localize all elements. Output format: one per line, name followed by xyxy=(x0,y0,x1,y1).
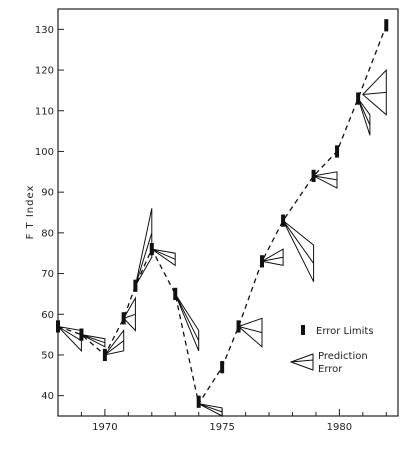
legend-error-limits-swatch xyxy=(301,325,305,335)
x-tick-label: 1970 xyxy=(92,422,117,433)
error-limit-bar xyxy=(79,328,84,341)
prediction-error-triangle xyxy=(362,68,387,116)
y-tick-label: 60 xyxy=(41,310,54,321)
prediction-error-triangles xyxy=(56,68,387,417)
error-limit-bar xyxy=(173,287,178,301)
error-limit-bar xyxy=(384,19,389,32)
y-tick-label: 100 xyxy=(35,147,54,158)
y-tick-label: 50 xyxy=(41,350,54,361)
ft-index-series-line xyxy=(57,25,387,406)
prediction-error-triangle xyxy=(260,248,284,267)
y-tick-label: 90 xyxy=(41,188,54,199)
error-limit-bar xyxy=(335,145,340,158)
error-limit-bars xyxy=(56,19,389,408)
legend-prediction-error-label-2: Error xyxy=(318,364,343,375)
error-limit-bar xyxy=(102,348,107,362)
error-limit-bar xyxy=(260,255,264,268)
prediction-error-triangle xyxy=(312,171,338,189)
y-tick-label: 80 xyxy=(41,228,54,239)
y-tick-label: 120 xyxy=(35,66,54,77)
y-axis-label: F T Index xyxy=(25,185,36,240)
y-tick-label: 110 xyxy=(35,106,54,117)
prediction-error-triangle xyxy=(151,248,176,267)
plot-frame xyxy=(57,8,399,417)
legend-error-limits-label: Error Limits xyxy=(316,326,374,337)
y-axis: 40 50 60 70 80 90 100 110 120 130 xyxy=(35,25,64,402)
error-limit-bar xyxy=(311,169,316,182)
error-limit-bar xyxy=(281,214,286,227)
y-tick-label: 70 xyxy=(41,269,54,280)
error-limit-bar xyxy=(149,243,154,256)
error-limit-bar xyxy=(56,320,60,333)
prediction-error-triangle xyxy=(282,220,315,282)
error-limit-bar xyxy=(121,312,126,325)
prediction-error-triangle xyxy=(174,293,200,352)
error-limit-bar xyxy=(220,361,225,374)
x-tick-label: 1980 xyxy=(327,422,352,433)
prediction-error-triangle xyxy=(134,208,153,287)
prediction-error-triangle xyxy=(103,329,125,356)
legend: Error Limits Prediction Error xyxy=(289,325,374,375)
legend-prediction-error-swatch xyxy=(289,353,314,371)
prediction-error-triangle xyxy=(198,403,223,417)
y-tick-label: 40 xyxy=(41,391,54,402)
prediction-error-triangle xyxy=(237,317,263,348)
error-limit-bar xyxy=(133,279,138,292)
x-axis: 1970 1975 1980 xyxy=(57,409,387,433)
error-limit-bar xyxy=(236,320,241,333)
y-tick-label: 130 xyxy=(35,25,54,36)
legend-prediction-error-label-1: Prediction xyxy=(318,351,368,362)
error-limit-bar xyxy=(356,92,361,105)
error-limit-bar xyxy=(196,395,201,408)
x-tick-label: 1975 xyxy=(209,422,234,433)
prediction-error-triangle xyxy=(81,334,106,348)
